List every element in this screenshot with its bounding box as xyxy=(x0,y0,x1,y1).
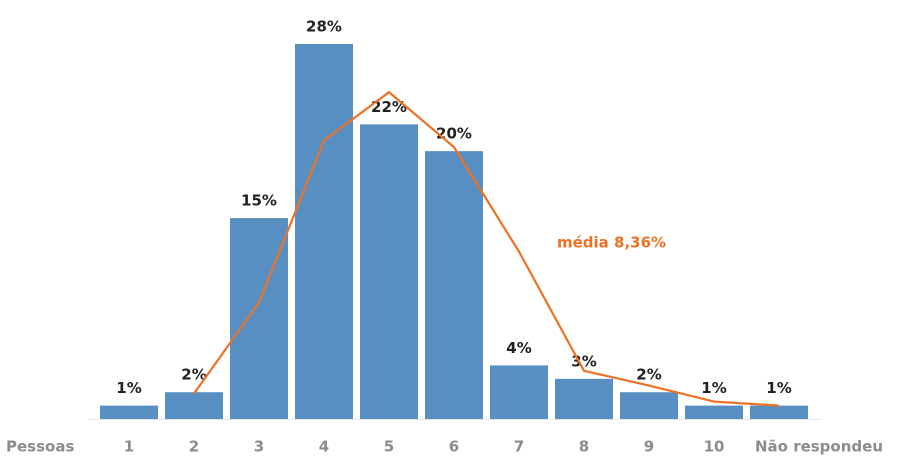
value-label: 15% xyxy=(241,192,277,210)
bar xyxy=(165,392,223,419)
bar xyxy=(750,405,808,419)
value-label: 1% xyxy=(701,379,726,397)
value-label: 1% xyxy=(766,379,791,397)
x-tick-label: 10 xyxy=(704,438,725,456)
x-tick-label: 4 xyxy=(319,438,329,456)
value-label: 28% xyxy=(306,18,342,36)
bar xyxy=(230,218,288,419)
bar xyxy=(100,405,158,419)
bar xyxy=(490,365,548,419)
value-label: 4% xyxy=(506,339,531,357)
bar xyxy=(425,151,483,419)
bar xyxy=(555,378,613,419)
x-tick-label: 5 xyxy=(384,438,394,456)
x-tick-label: 6 xyxy=(449,438,459,456)
x-tick-label: 7 xyxy=(514,438,524,456)
bar xyxy=(620,392,678,419)
x-axis-label: Pessoas xyxy=(6,438,74,456)
x-tick-label: 8 xyxy=(579,438,589,456)
x-tick-label: 2 xyxy=(189,438,199,456)
x-tick-label: 9 xyxy=(644,438,654,456)
line-annotation: média 8,36% xyxy=(557,234,666,252)
bar xyxy=(295,44,353,419)
value-label: 20% xyxy=(436,125,472,143)
x-tick-label: 1 xyxy=(124,438,134,456)
line xyxy=(193,90,780,407)
value-label: 1% xyxy=(116,379,141,397)
value-label: 2% xyxy=(181,366,206,384)
bar xyxy=(685,405,743,419)
x-tick-label: Não respondeu xyxy=(755,438,883,456)
value-label: 22% xyxy=(371,98,407,116)
bar xyxy=(360,124,418,419)
value-label: 2% xyxy=(636,366,661,384)
x-tick-label: 3 xyxy=(254,438,264,456)
